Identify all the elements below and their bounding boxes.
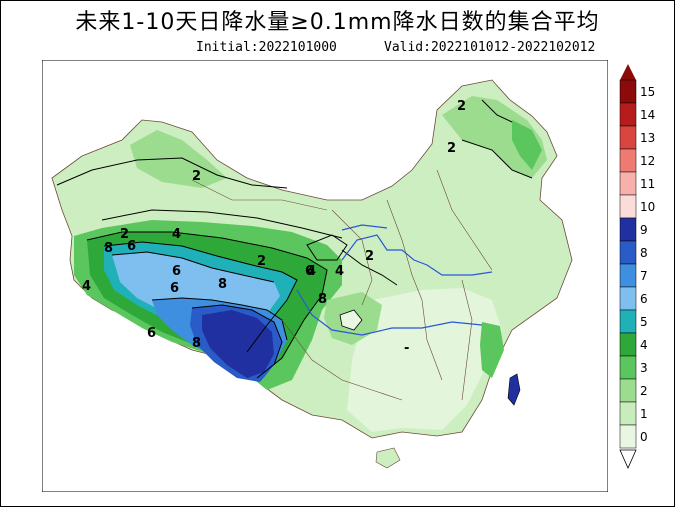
legend-swatch — [619, 148, 637, 173]
legend-label: 1 — [640, 407, 648, 421]
legend-swatch — [619, 217, 637, 242]
legend-label: 11 — [640, 177, 655, 191]
valid-period: Valid:2022101012-2022102012 — [384, 40, 596, 55]
legend-label: 10 — [640, 200, 655, 214]
map-title: 未来1-10天日降水量≥0.1mm降水日数的集合平均 — [75, 10, 600, 35]
legend-label: 13 — [640, 131, 655, 145]
contour-label: - — [404, 341, 409, 356]
contour-label: 2 — [365, 249, 374, 264]
legend-label: 14 — [640, 108, 655, 122]
legend-swatch — [619, 332, 637, 357]
contour-label: 6 — [172, 264, 181, 279]
legend-swatch — [619, 401, 637, 426]
contour-label: 2 — [257, 254, 266, 269]
province-boundaries — [191, 169, 493, 401]
legend-label: 12 — [640, 154, 655, 168]
legend-swatch — [619, 194, 637, 219]
legend-arrow-down — [619, 449, 637, 469]
initial-time: Initial:2022101000 — [196, 40, 337, 55]
legend-arrow-up — [620, 64, 636, 80]
legend-swatch — [619, 171, 637, 196]
legend-swatch — [619, 240, 637, 265]
contour-label: 4 — [82, 279, 91, 294]
legend-label: 9 — [640, 223, 648, 237]
contour-label: 4 — [335, 264, 344, 279]
contour-label: 2 — [192, 169, 201, 184]
region-northwest — [130, 130, 227, 188]
region-taiwan — [507, 373, 521, 406]
legend-label: 7 — [640, 269, 648, 283]
legend-label: 6 — [640, 292, 648, 306]
legend-swatch — [619, 424, 637, 449]
contour-label: 4 — [172, 227, 181, 242]
legend-swatch — [619, 286, 637, 311]
contour-label: 4 — [307, 264, 316, 279]
rivers — [296, 224, 493, 336]
contour-label: 8 — [218, 277, 227, 292]
region-northeast — [442, 96, 547, 178]
contour-label: 6 — [127, 239, 136, 254]
region-hainan — [375, 447, 401, 469]
contour-label: 6 — [147, 326, 156, 341]
legend-boxes — [619, 79, 637, 449]
legend-swatch — [619, 263, 637, 288]
contour-label: 6 — [170, 281, 179, 296]
legend-swatch — [619, 309, 637, 334]
legend-label: 2 — [640, 384, 648, 398]
legend-swatch — [619, 79, 637, 104]
legend-label: 15 — [640, 85, 655, 99]
contour-label: 2 — [447, 141, 456, 156]
region-southeast-coast — [480, 322, 504, 378]
contour-label: 8 — [104, 241, 113, 256]
precipitation-map: 2 2 2 2 4 4 4 4 2 2 6 6 6 6 8 8 8 8 6 - — [42, 60, 608, 492]
contour-label: 6 — [305, 264, 314, 279]
legend-label: 3 — [640, 361, 648, 375]
region-plateau-9 — [202, 310, 274, 378]
legend-swatch — [619, 355, 637, 380]
contour-label: 8 — [318, 292, 327, 307]
legend-label: 8 — [640, 246, 648, 260]
contour-label: 2 — [457, 99, 466, 114]
region-northeast-inner — [512, 120, 542, 170]
legend-label: 0 — [640, 430, 648, 444]
legend-label: 5 — [640, 315, 648, 329]
contour-lines — [56, 99, 533, 379]
contour-label: 2 — [120, 227, 129, 242]
contour-label-group: 2 2 2 2 4 4 4 4 2 2 6 6 6 6 8 8 8 8 6 - — [82, 99, 466, 356]
contour-label: 8 — [192, 336, 201, 351]
legend-swatch — [619, 378, 637, 403]
region-southeast — [347, 288, 502, 432]
region-basin — [339, 309, 363, 331]
legend-swatch — [619, 102, 637, 127]
legend-label: 4 — [640, 338, 648, 352]
legend-swatch — [619, 125, 637, 150]
